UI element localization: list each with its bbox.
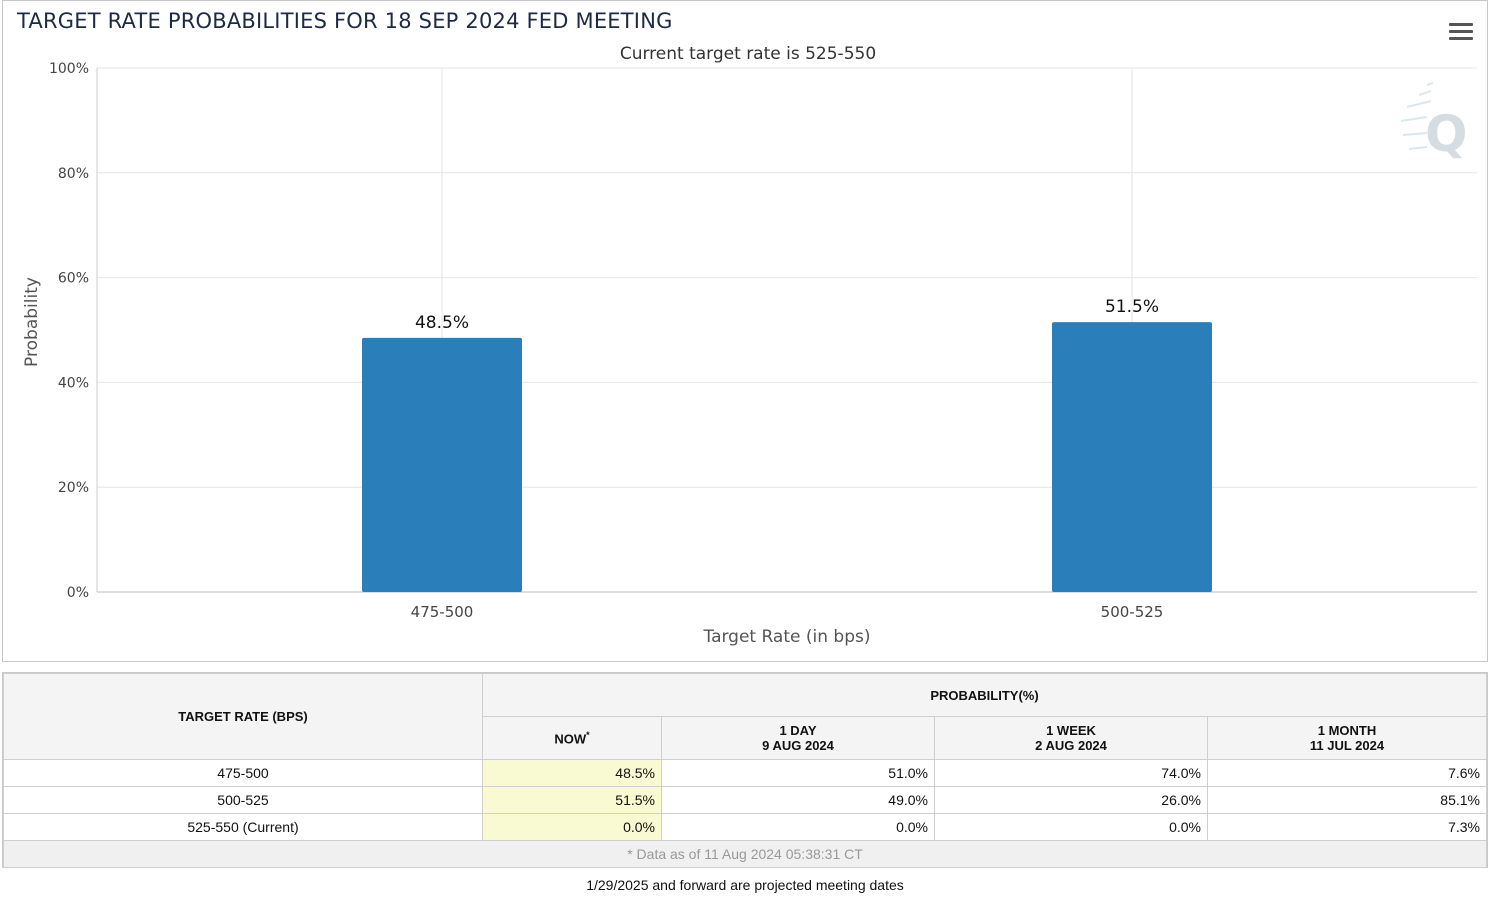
day-cell: 49.0% (661, 786, 935, 814)
footnote-row: * Data as of 11 Aug 2024 05:38:31 CT (3, 840, 1487, 868)
month-cell: 85.1% (1207, 786, 1487, 814)
data-timestamp-footnote: * Data as of 11 Aug 2024 05:38:31 CT (3, 840, 1487, 868)
data-label: 51.5% (1105, 297, 1159, 317)
now-cell: 48.5% (482, 759, 662, 787)
week-cell: 0.0% (934, 813, 1208, 841)
subheader-1-week: 1 WEEK 2 AUG 2024 (934, 716, 1208, 760)
y-tick-label: 20% (58, 480, 89, 496)
y-tick-label: 100% (49, 61, 89, 77)
data-label: 48.5% (415, 313, 469, 333)
day-cell: 0.0% (661, 813, 935, 841)
y-tick-label: 80% (58, 166, 89, 182)
q-logo-icon: Q (1400, 82, 1467, 161)
table-row: 475-500 48.5% 51.0% 74.0% 7.6% (3, 759, 1487, 787)
svg-text:Q: Q (1425, 105, 1467, 161)
chart-panel: TARGET RATE PROBABILITIES FOR 18 SEP 202… (2, 0, 1488, 662)
subheader-now: NOW* (482, 716, 662, 760)
now-cell: 0.0% (482, 813, 662, 841)
bar (1052, 322, 1212, 592)
table-row: 500-525 51.5% 49.0% 26.0% 85.1% (3, 786, 1487, 814)
x-tick-label: 475-500 (411, 603, 474, 621)
x-axis-title: Target Rate (in bps) (703, 627, 871, 647)
probability-table-panel: TARGET RATE (BPS) PROBABILITY(%) NOW* 1 … (2, 672, 1488, 868)
bar-chart: 0% 20% 40% 60% 80% 100% 48.5% 475-500 51.5% 500-5… (22, 61, 1477, 647)
y-tick-label: 40% (58, 375, 89, 391)
hamburger-menu-icon[interactable] (1449, 23, 1473, 43)
week-cell: 26.0% (934, 786, 1208, 814)
chart-title: TARGET RATE PROBABILITIES FOR 18 SEP 202… (17, 9, 673, 33)
y-axis-title: Probability (22, 277, 42, 367)
rate-cell: 525-550 (Current) (3, 813, 483, 841)
rate-cell: 500-525 (3, 786, 483, 814)
header-probability: PROBABILITY(%) (482, 673, 1487, 717)
subheader-1-day: 1 DAY 9 AUG 2024 (661, 716, 935, 760)
probability-table: TARGET RATE (BPS) PROBABILITY(%) NOW* 1 … (3, 673, 1487, 868)
day-cell: 51.0% (661, 759, 935, 787)
month-cell: 7.3% (1207, 813, 1487, 841)
table-row: 525-550 (Current) 0.0% 0.0% 0.0% 7.3% (3, 813, 1487, 841)
rate-cell: 475-500 (3, 759, 483, 787)
y-tick-label: 60% (58, 271, 89, 287)
month-cell: 7.6% (1207, 759, 1487, 787)
week-cell: 74.0% (934, 759, 1208, 787)
header-target-rate: TARGET RATE (BPS) (3, 673, 483, 760)
projected-dates-note: 1/29/2025 and forward are projected meet… (586, 877, 904, 893)
y-tick-label: 0% (67, 585, 89, 601)
subheader-1-month: 1 MONTH 11 JUL 2024 (1207, 716, 1487, 760)
chart-subtitle: Current target rate is 525-550 (619, 44, 877, 64)
x-tick-label: 500-525 (1101, 603, 1164, 621)
now-cell: 51.5% (482, 786, 662, 814)
bar (362, 337, 522, 592)
